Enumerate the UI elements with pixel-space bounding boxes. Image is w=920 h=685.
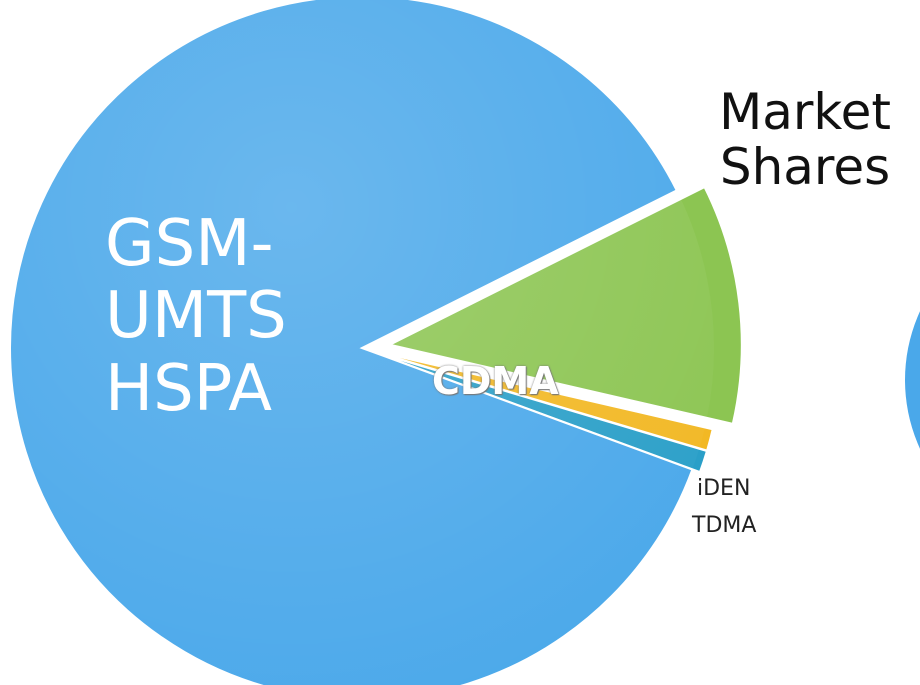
second-pie-edge bbox=[905, 311, 920, 449]
chart-title: Market Shares bbox=[719, 83, 891, 196]
slice-label: iDEN bbox=[697, 476, 751, 501]
slice-label: CDMA bbox=[432, 359, 559, 403]
slice-label: GSM- UMTS HSPA bbox=[105, 207, 287, 426]
slice-label: TDMA bbox=[692, 513, 757, 538]
